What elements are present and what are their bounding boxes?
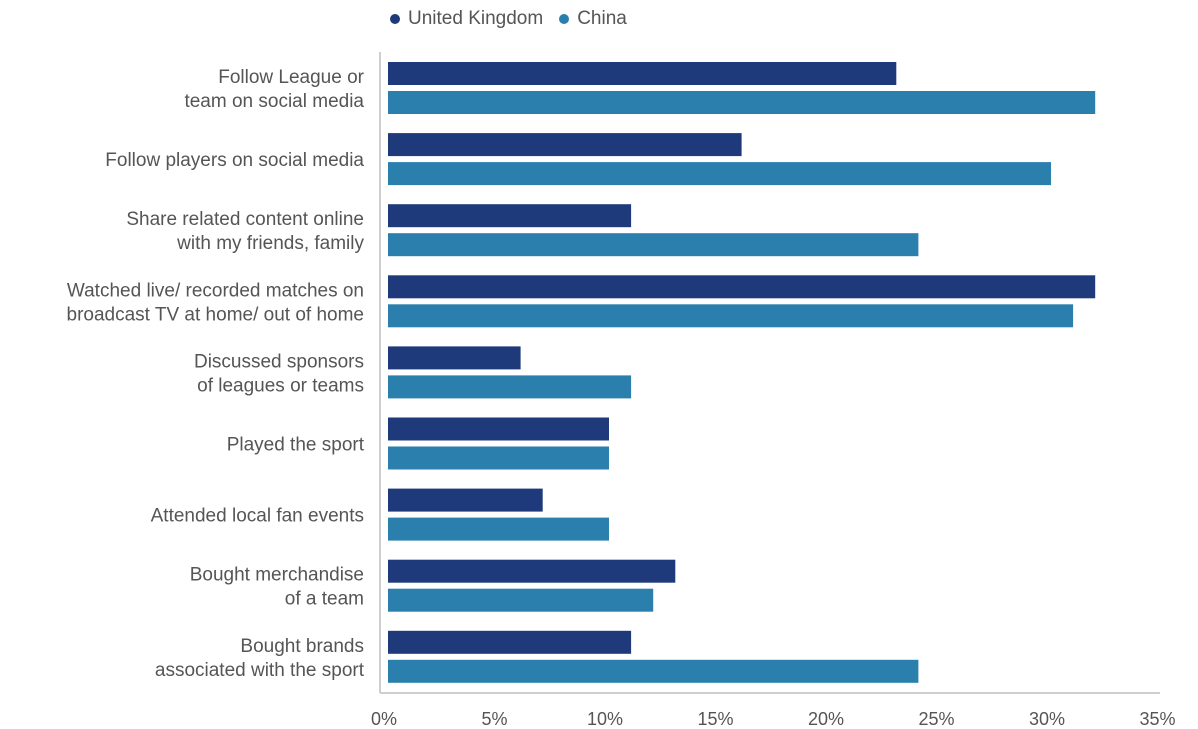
category-label: Watched live/ recorded matches on — [67, 280, 364, 301]
category-label: Share related content online — [126, 209, 364, 230]
category-label: Attended local fan events — [151, 506, 364, 527]
category-label: Follow players on social media — [105, 150, 364, 171]
legend-label-china: China — [577, 8, 627, 29]
bar-united-kingdom — [388, 346, 521, 370]
category-label: broadcast TV at home/ out of home — [67, 304, 365, 325]
bar-china — [388, 446, 609, 470]
legend-item-united-kingdom: United Kingdom — [390, 8, 543, 30]
bar-united-kingdom — [388, 559, 676, 583]
x-tick-label: 0% — [371, 709, 397, 729]
bar-china — [388, 659, 919, 683]
legend: United Kingdom China — [390, 8, 627, 30]
category-label: team on social media — [184, 91, 364, 112]
category-label: Bought brands — [240, 636, 364, 657]
legend-item-china: China — [559, 8, 627, 30]
category-label: Follow League or — [218, 67, 364, 88]
legend-label-united-kingdom: United Kingdom — [408, 8, 544, 29]
category-label: of a team — [285, 589, 364, 610]
bar-china — [388, 304, 1074, 328]
x-tick-label: 10% — [587, 709, 623, 729]
bar-china — [388, 162, 1051, 186]
legend-marker-china — [559, 14, 570, 24]
bar-china — [388, 375, 632, 399]
bar-china — [388, 91, 1096, 114]
bar-united-kingdom — [388, 62, 897, 85]
category-label: Bought merchandise — [190, 565, 364, 586]
category-label: of leagues or teams — [197, 375, 364, 396]
bar-china — [388, 517, 609, 541]
x-tick-label: 30% — [1029, 709, 1065, 729]
category-label: with my friends, family — [176, 233, 364, 254]
bar-united-kingdom — [388, 204, 632, 228]
bar-united-kingdom — [388, 275, 1096, 299]
category-label: Discussed sponsors — [194, 351, 364, 372]
bar-united-kingdom — [388, 488, 543, 512]
legend-marker-united-kingdom — [390, 14, 400, 24]
x-tick-label: 5% — [481, 709, 507, 729]
bar-united-kingdom — [388, 630, 632, 654]
category-label: associated with the sport — [155, 660, 365, 681]
bar-china — [388, 233, 919, 257]
x-tick-label: 35% — [1139, 709, 1175, 729]
x-tick-label: 15% — [697, 709, 733, 729]
category-label: Played the sport — [227, 435, 365, 456]
x-tick-label: 25% — [918, 709, 954, 729]
bar-united-kingdom — [388, 133, 742, 157]
bar-united-kingdom — [388, 417, 609, 441]
bar-china — [388, 588, 654, 612]
x-tick-label: 20% — [808, 709, 844, 729]
